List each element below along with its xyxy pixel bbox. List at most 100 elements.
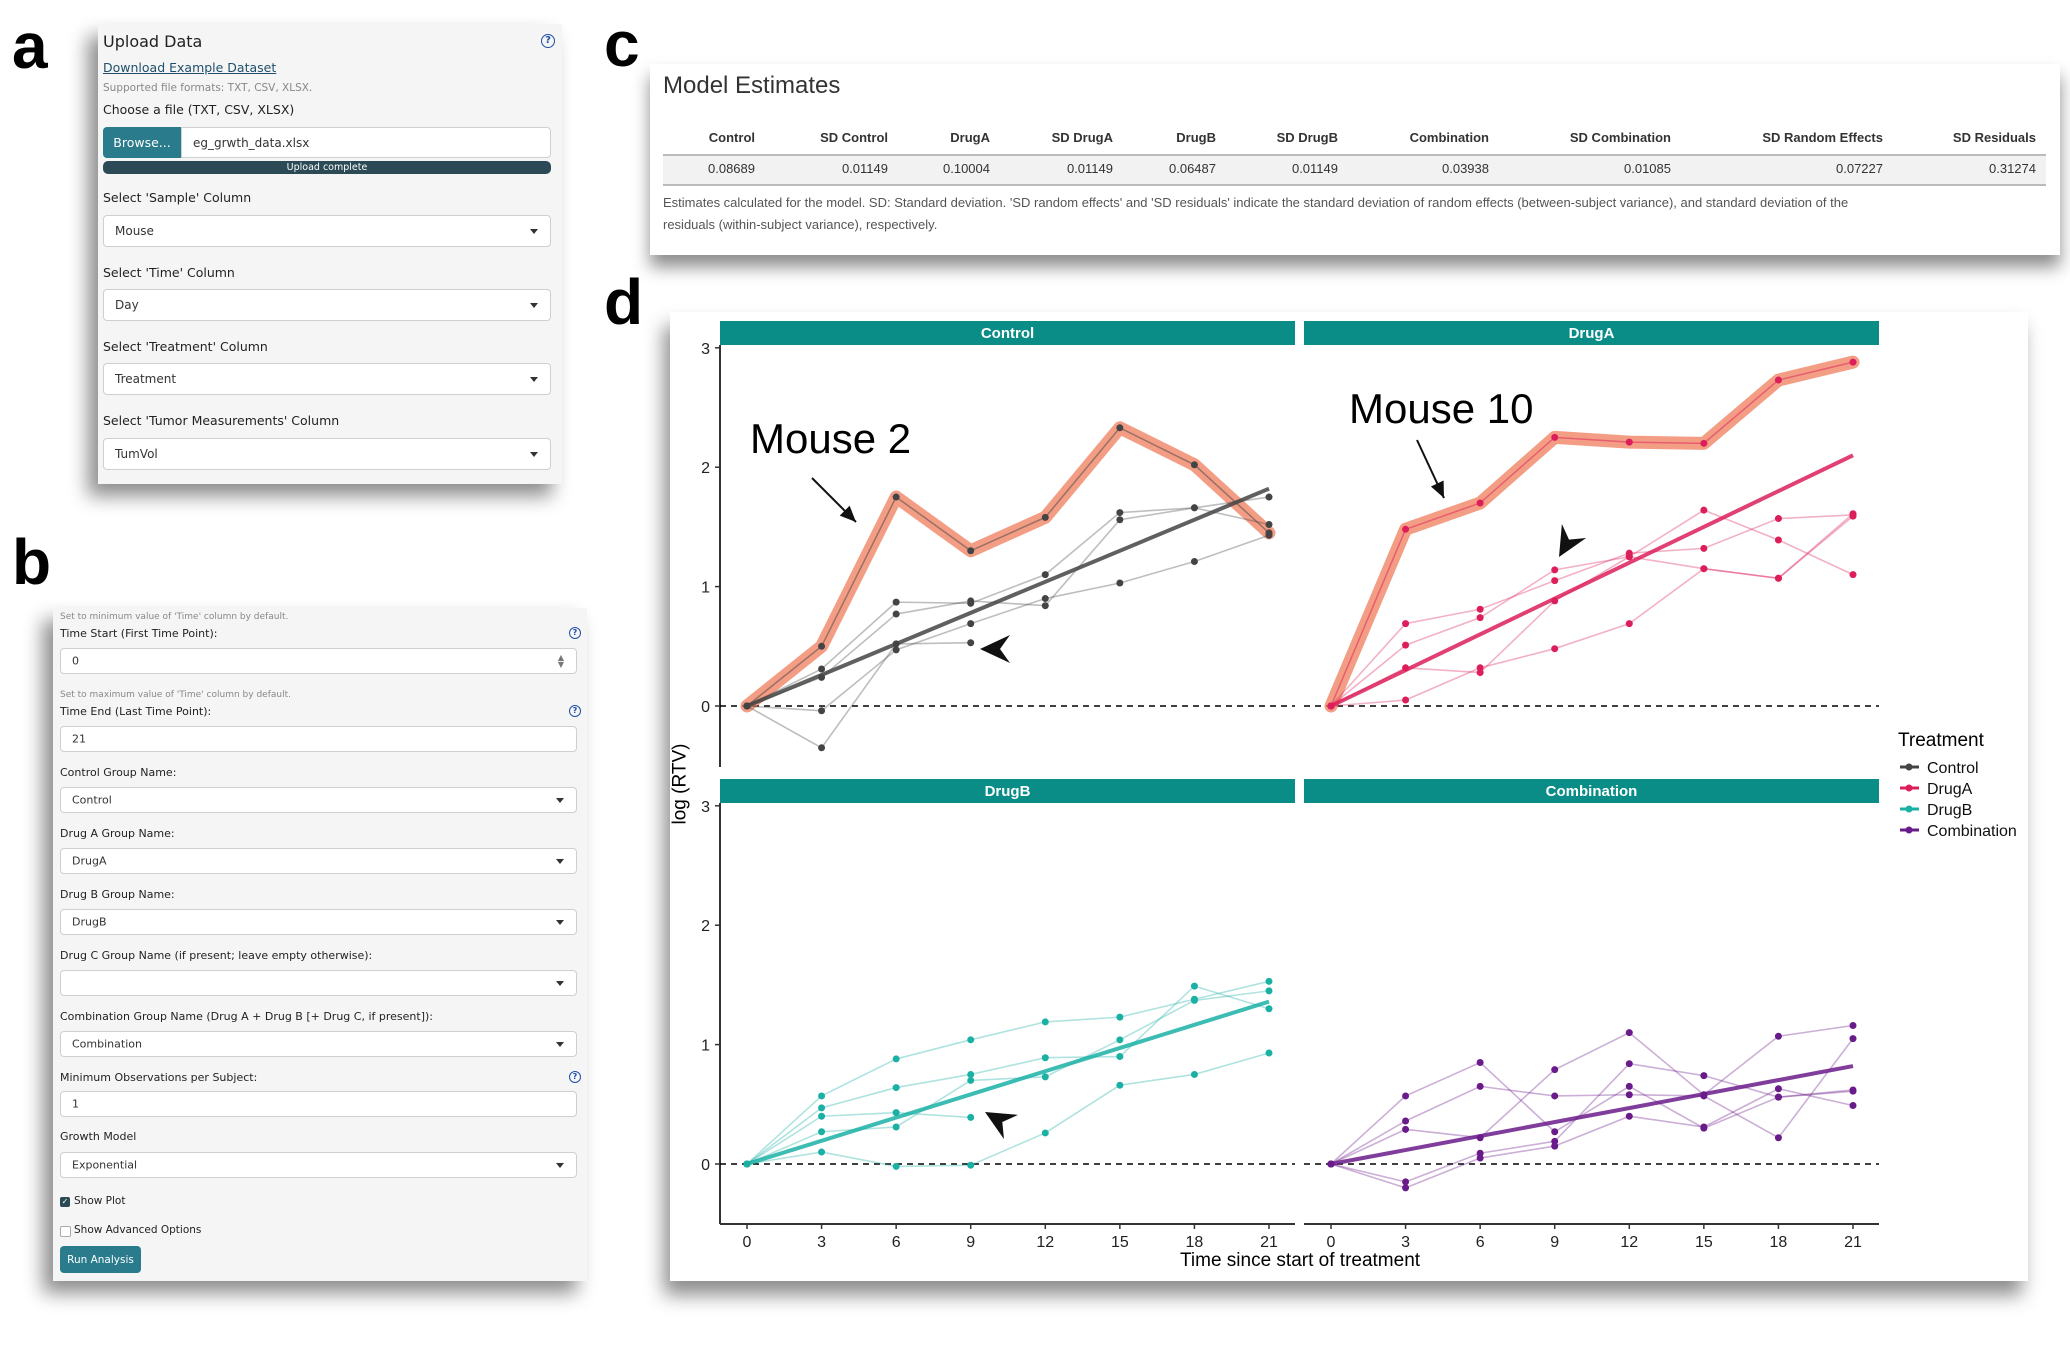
upload-panel: Upload Data ? Download Example Dataset S… — [98, 24, 562, 484]
data-point — [892, 1162, 900, 1170]
spinner-icon[interactable]: ▲ ▼ — [557, 653, 564, 669]
panel-label-a: a — [12, 10, 48, 82]
data-point — [818, 707, 826, 715]
data-point — [1476, 605, 1484, 613]
data-point — [1551, 433, 1559, 441]
data-point — [818, 744, 826, 752]
mouse-line — [1330, 514, 1854, 707]
data-point — [967, 639, 975, 647]
file-name-input[interactable]: eg_grwth_data.xlsx — [181, 127, 551, 158]
min-obs-input[interactable]: 1 — [60, 1091, 577, 1117]
data-point — [967, 1076, 975, 1084]
data-point — [1849, 1021, 1857, 1029]
data-point — [1700, 1123, 1708, 1131]
druga-group-select[interactable]: DrugA — [60, 848, 577, 874]
sample-column-select[interactable]: Mouse — [103, 215, 551, 247]
table-cell: 0.08689 — [708, 161, 755, 176]
column-header: SD DrugA — [1051, 130, 1113, 145]
data-point — [1625, 1029, 1633, 1037]
drugc-group-label: Drug C Group Name (if present; leave emp… — [60, 949, 373, 962]
y-tick-label: 3 — [701, 799, 710, 816]
data-point — [967, 1036, 975, 1044]
mouse-line — [1330, 1038, 1854, 1165]
data-point — [1265, 531, 1273, 539]
treatment-column-value: Treatment — [115, 372, 177, 386]
chevron-down-icon — [530, 303, 538, 308]
facet-strip-label: DrugB — [985, 783, 1031, 800]
facet-strip — [1304, 321, 1879, 345]
data-point — [1625, 1082, 1633, 1090]
x-tick-label: 0 — [743, 1234, 752, 1251]
time-end-input[interactable]: 21 — [60, 726, 577, 752]
drugb-group-value: DrugB — [72, 915, 107, 929]
mouse-line — [746, 1052, 1270, 1168]
run-analysis-button[interactable]: Run Analysis — [60, 1246, 141, 1273]
column-header: Combination — [1409, 130, 1489, 145]
data-point — [1116, 1013, 1124, 1021]
help-icon[interactable]: ? — [569, 705, 581, 717]
upload-title: Upload Data — [103, 32, 203, 51]
mouse-line — [1330, 1062, 1854, 1183]
column-header: SD Combination — [1569, 130, 1671, 145]
download-example-link[interactable]: Download Example Dataset — [103, 60, 277, 75]
data-point — [892, 1084, 900, 1092]
data-point — [1551, 1142, 1559, 1150]
tumor-column-select[interactable]: TumVol — [103, 438, 551, 470]
data-point — [1116, 509, 1124, 517]
x-tick-label: 18 — [1186, 1234, 1204, 1251]
table-cell: 0.01149 — [841, 161, 888, 176]
data-point — [1700, 565, 1708, 573]
data-point — [1774, 515, 1782, 523]
facet-strip-label: Control — [981, 325, 1034, 342]
column-header: SD Residuals — [1952, 130, 2036, 145]
data-point — [1041, 1073, 1049, 1081]
data-point — [1116, 579, 1124, 587]
data-point — [1265, 1049, 1273, 1057]
data-point — [818, 1092, 826, 1100]
x-tick-label: 9 — [966, 1234, 975, 1251]
control-group-value: Control — [72, 793, 112, 807]
data-point — [1402, 525, 1410, 533]
drugb-group-select[interactable]: DrugB — [60, 909, 577, 935]
data-point — [1116, 516, 1124, 524]
treatment-column-select[interactable]: Treatment — [103, 363, 551, 395]
facet-strip — [720, 779, 1295, 803]
mouse-line — [1330, 513, 1854, 707]
data-point — [967, 547, 975, 555]
data-point — [1551, 1128, 1559, 1136]
data-point — [1265, 987, 1273, 995]
drugc-group-select[interactable] — [60, 970, 577, 996]
show-plot-checkbox[interactable]: ✓ — [60, 1197, 70, 1207]
control-group-select[interactable]: Control — [60, 787, 577, 813]
combination-group-select[interactable]: Combination — [60, 1031, 577, 1057]
time-column-value: Day — [115, 298, 139, 312]
table-cell: 0.01149 — [1291, 161, 1338, 176]
data-point — [1774, 536, 1782, 544]
mouse-line — [1330, 509, 1854, 707]
help-icon[interactable]: ? — [569, 1071, 581, 1083]
table-cell: 0.10004 — [943, 161, 990, 176]
browse-button[interactable]: Browse... — [103, 127, 181, 158]
chevron-down-icon — [556, 920, 564, 925]
data-point — [1402, 1117, 1410, 1125]
tumor-column-label: Select 'Tumor Measurements' Column — [103, 413, 340, 428]
data-point — [1041, 602, 1049, 610]
fitted-line — [746, 999, 1270, 1166]
help-icon[interactable]: ? — [541, 34, 555, 48]
show-advanced-checkbox[interactable] — [60, 1226, 71, 1237]
time-column-select[interactable]: Day — [103, 289, 551, 321]
legend-key-point — [1905, 826, 1913, 834]
facet-strip-label: Combination — [1546, 783, 1638, 800]
data-point — [1700, 1072, 1708, 1080]
help-icon[interactable]: ? — [569, 627, 581, 639]
mouse-line — [746, 1111, 971, 1165]
y-tick-label: 1 — [701, 1038, 710, 1055]
data-point — [1041, 1018, 1049, 1026]
time-start-input[interactable]: 0 ▲ ▼ — [60, 648, 577, 674]
growth-model-select[interactable]: Exponential — [60, 1152, 577, 1178]
data-point — [1402, 1092, 1410, 1100]
y-tick-label: 0 — [701, 1157, 710, 1174]
data-point — [1265, 493, 1273, 501]
